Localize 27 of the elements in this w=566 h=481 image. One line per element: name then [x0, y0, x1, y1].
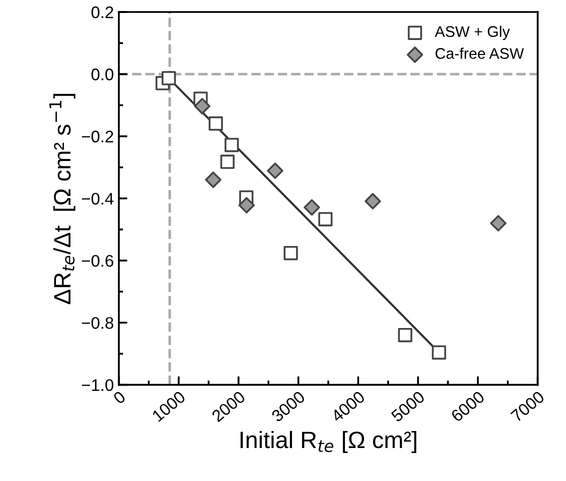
point — [490, 215, 506, 232]
legend-label: ASW + Gly — [434, 26, 510, 40]
y-tick-label: −0.6 — [82, 254, 114, 267]
point — [220, 154, 235, 169]
point — [238, 197, 255, 214]
point — [398, 328, 412, 342]
point — [304, 199, 320, 216]
x-tick-label: 0 — [112, 390, 126, 405]
y-axis-title: ΔR$_{te}$/Δt [Ω cm² s$^{−1}$] — [49, 94, 76, 304]
y-tick-label: −0.8 — [82, 317, 114, 329]
y-tick-label: −0.2 — [82, 130, 114, 142]
y-tick-label: 0.2 — [91, 6, 114, 18]
point — [205, 172, 222, 188]
point — [266, 162, 284, 179]
point — [318, 212, 333, 226]
y-tick-label: −1.0 — [82, 379, 114, 392]
point — [194, 98, 210, 114]
point — [162, 71, 176, 86]
point — [432, 345, 446, 360]
legend-label: Ca-free ASW — [436, 48, 524, 59]
point — [364, 193, 381, 210]
point — [284, 246, 298, 260]
y-tick-label: 0.0 — [91, 68, 114, 80]
point — [224, 138, 239, 152]
y-tick-label: −0.4 — [82, 192, 114, 205]
point — [208, 116, 223, 131]
x-axis-title: Initial R$_{te}$ [Ω cm²] — [240, 430, 416, 453]
